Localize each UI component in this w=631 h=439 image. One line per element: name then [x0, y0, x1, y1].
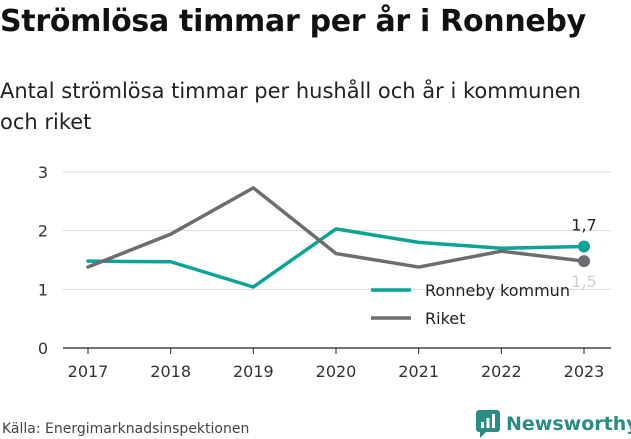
series-line-1 [86, 227, 586, 289]
brand-logo: Newsworthy [476, 410, 631, 438]
end-points: 1,7 1,5 [571, 216, 596, 292]
source-note: Källa: Energimarknadsinspektionen [2, 421, 250, 437]
end-value-label: 1,5 [571, 272, 596, 291]
y-tick-label: 3 [38, 163, 48, 182]
y-tick-labels: 0 1 2 3 [38, 163, 48, 358]
series-lines [86, 186, 586, 289]
y-tick-label: 0 [38, 339, 48, 358]
end-point-1 [578, 240, 590, 253]
x-axis: 2017 2018 2019 2020 2021 2022 2023 [68, 348, 605, 381]
end-point-2 [578, 255, 590, 268]
end-value-label: 1,7 [571, 216, 596, 235]
brand-name: Newsworthy [506, 413, 631, 435]
legend-label: Riket [425, 309, 465, 328]
x-tick-label: 2023 [564, 362, 605, 381]
chart-title: Strömlösa timmar per år i Ronneby [0, 4, 586, 39]
x-tick-label: 2019 [233, 362, 274, 381]
y-tick-label: 2 [38, 222, 48, 241]
chart-subtitle: Antal strömlösa timmar per hushåll och å… [0, 79, 581, 134]
x-tick-label: 2017 [68, 362, 109, 381]
x-tick-label: 2022 [481, 362, 522, 381]
x-tick-label: 2020 [316, 362, 357, 381]
series-line-2 [86, 186, 586, 269]
legend: Ronneby kommun Riket [371, 281, 570, 328]
x-tick-label: 2021 [398, 362, 439, 381]
legend-label: Ronneby kommun [425, 281, 570, 300]
newsworthy-logo-icon [476, 410, 500, 438]
x-tick-label: 2018 [150, 362, 191, 381]
y-tick-label: 1 [38, 280, 48, 299]
